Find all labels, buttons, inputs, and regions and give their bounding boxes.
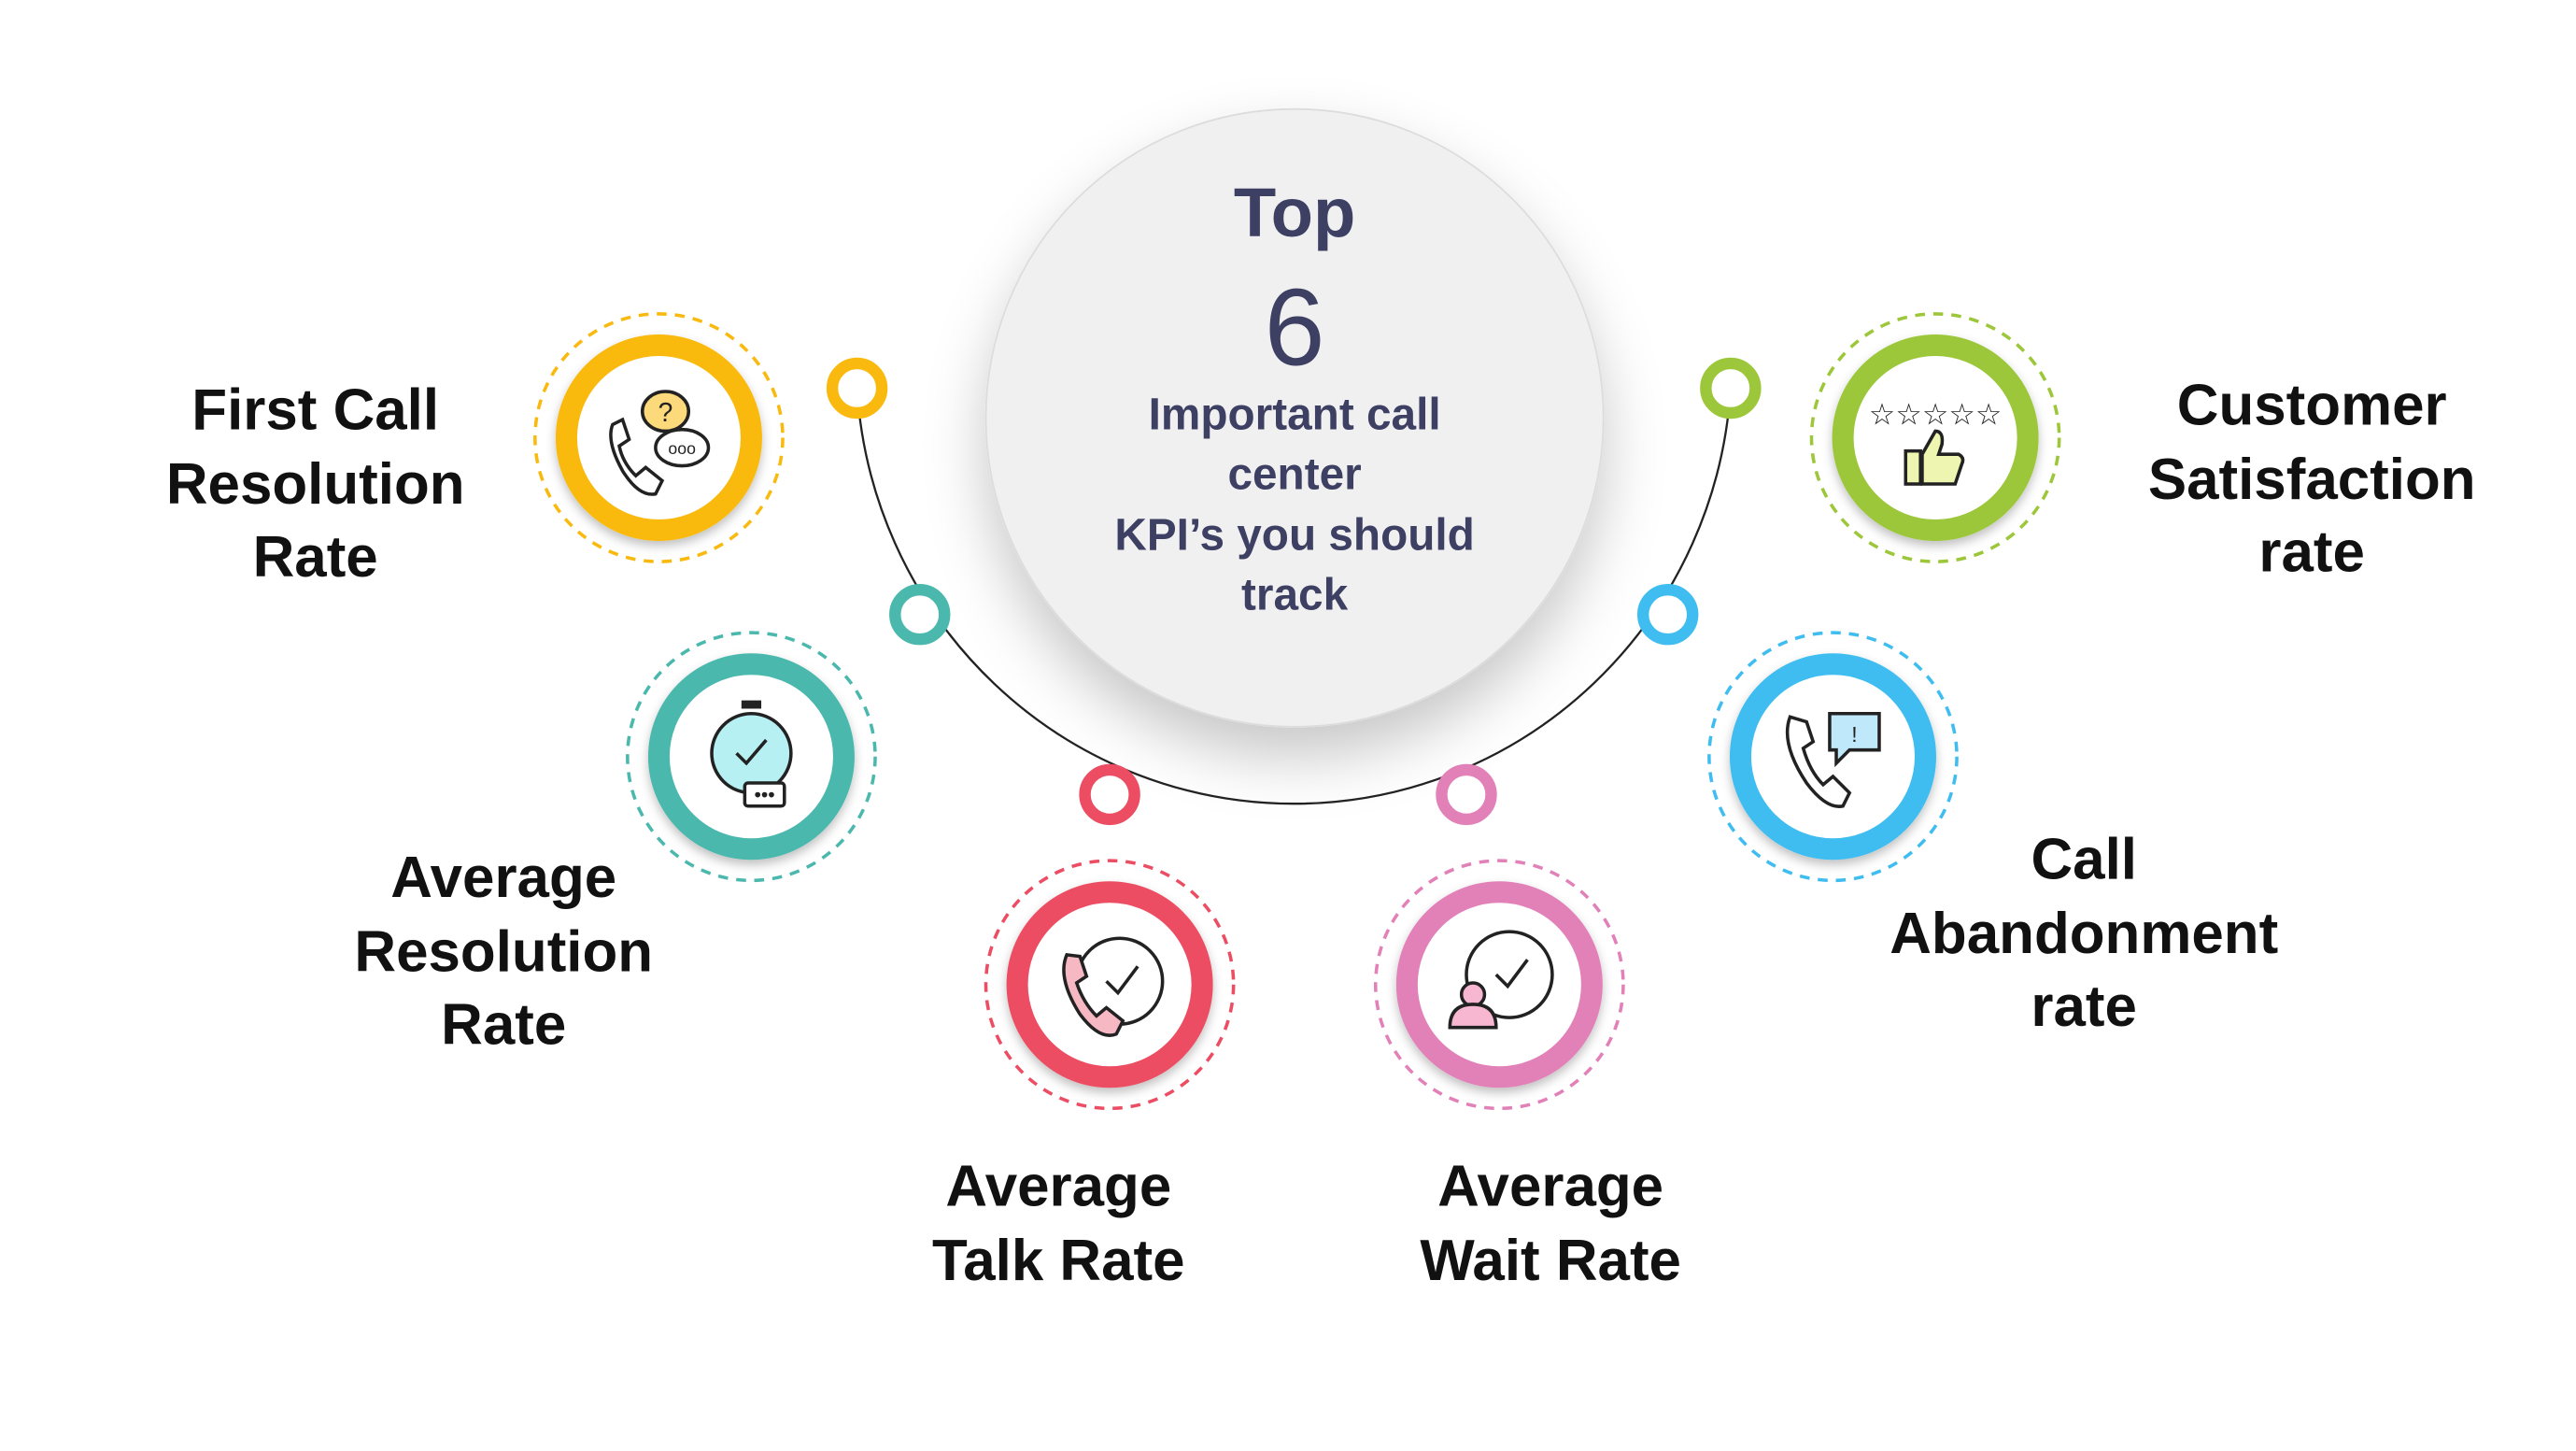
kpi-label-average-wait: Average Wait Rate xyxy=(1420,1154,1681,1293)
dashed-ring xyxy=(533,312,785,563)
kpi-label-first-call-resolution: First Call Resolution Rate xyxy=(165,377,465,590)
center-subtitle: Important call center KPI’s you should t… xyxy=(1114,385,1474,625)
center-line: Important call xyxy=(1148,390,1441,440)
kpi-node-call-abandonment: ! xyxy=(1707,631,1959,883)
center-title: Top xyxy=(1233,173,1356,251)
kpi-label-customer-satisfaction: Customer Satisfaction rate xyxy=(2147,373,2476,585)
center-number: 6 xyxy=(1264,265,1325,389)
center-line: KPI’s you should xyxy=(1114,509,1475,560)
connector-dot xyxy=(889,583,951,646)
svg-text:!: ! xyxy=(1851,722,1857,747)
svg-text:ooo: ooo xyxy=(668,439,696,458)
dashed-ring xyxy=(984,859,1236,1111)
kpi-label-average-talk: Average Talk Rate xyxy=(932,1154,1185,1293)
connector-dot xyxy=(1700,357,1762,420)
svg-text:?: ? xyxy=(658,397,673,427)
phone-alert-icon: ! xyxy=(1785,712,1881,808)
phone-chat-question-icon: ? ooo xyxy=(609,390,711,496)
kpi-node-average-talk xyxy=(984,859,1236,1111)
thumbs-up-stars-icon: ☆☆☆☆☆ xyxy=(1869,397,2003,486)
person-clock-icon xyxy=(1448,930,1554,1030)
kpi-label-call-abandonment: Call Abandonment rate xyxy=(1890,827,2279,1040)
dashed-ring xyxy=(1707,631,1959,883)
kpi-node-average-wait xyxy=(1373,859,1625,1111)
center-circle xyxy=(984,107,1605,728)
dashed-ring xyxy=(1373,859,1625,1111)
stopwatch-icon: ••• xyxy=(710,700,793,808)
dashed-ring xyxy=(1809,312,2061,563)
connector-dot xyxy=(1436,763,1497,826)
center-line: track xyxy=(1241,569,1349,619)
connector-dot xyxy=(1636,583,1699,646)
color-ring xyxy=(1729,653,1936,861)
dashed-ring xyxy=(626,631,877,883)
kpi-node-first-call-resolution: ? ooo xyxy=(533,312,785,563)
connector-dot xyxy=(826,357,888,420)
kpi-label-average-resolution: Average Resolution Rate xyxy=(354,846,654,1058)
phone-clock-icon xyxy=(1062,936,1165,1037)
kpi-node-average-resolution: ••• xyxy=(626,631,877,883)
center-line: center xyxy=(1227,449,1362,500)
svg-text:☆☆☆☆☆: ☆☆☆☆☆ xyxy=(1869,397,2003,431)
connector-dot xyxy=(1079,763,1140,826)
kpi-node-customer-satisfaction: ☆☆☆☆☆ xyxy=(1809,312,2061,563)
svg-text:•••: ••• xyxy=(754,784,774,805)
